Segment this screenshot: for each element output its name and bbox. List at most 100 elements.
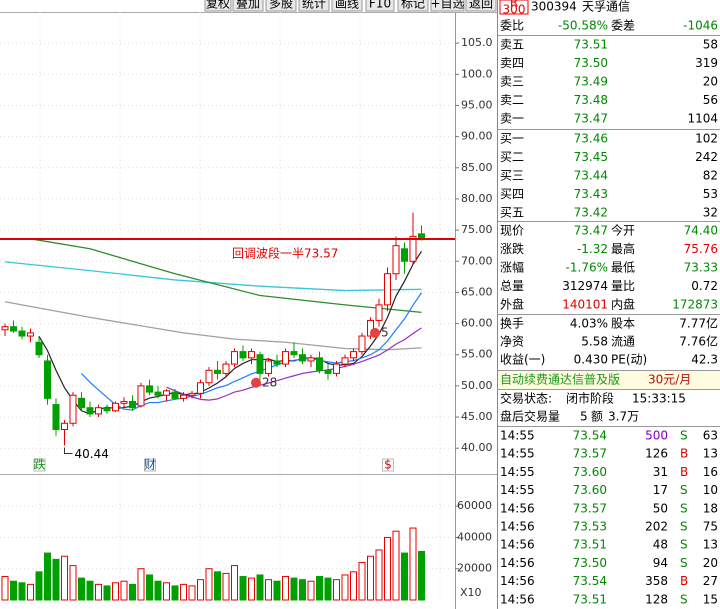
promo-price[interactable]: 30元/月 (648, 373, 691, 387)
candle-body (95, 407, 102, 415)
volume-bar (358, 561, 366, 601)
candle-body (316, 357, 323, 371)
moving-average (4, 301, 422, 351)
level-label: 回调波段一半73.57 (232, 246, 338, 261)
toolbar-label[interactable]: 返回 (469, 0, 493, 11)
tick-count: 10 (703, 483, 718, 497)
book-price: 73.49 (574, 75, 608, 89)
tick-side: S (680, 538, 688, 552)
y-tick-label: 95.00 (461, 98, 493, 111)
volume-bar (239, 576, 247, 601)
tick-volume: 358 (645, 574, 668, 588)
volume-bar (256, 574, 264, 601)
field-label: 涨幅 (500, 260, 524, 275)
book-volume: 53 (703, 187, 718, 201)
candle-body (86, 407, 94, 415)
tick-side: S (680, 520, 688, 534)
toolbar-button[interactable] (204, 0, 232, 12)
y-tick-label: 70.00 (461, 254, 493, 267)
y-tick-label: 45.00 (461, 410, 493, 423)
tick-price: 73.60 (573, 465, 607, 479)
volume-bar (375, 549, 383, 601)
tick-count: 16 (703, 465, 718, 479)
toolbar-label[interactable]: 复权 (206, 0, 230, 11)
volume-bar (333, 579, 340, 601)
field-value: -1046 (683, 19, 718, 33)
badge (370, 327, 380, 338)
tick-volume: 500 (645, 429, 668, 443)
toolbar-button[interactable] (465, 0, 497, 12)
candle-body (282, 351, 289, 365)
volume-bar (163, 582, 170, 601)
toolbar-button[interactable] (397, 0, 429, 12)
toolbar-button[interactable] (430, 0, 465, 12)
vol-tick-label: 20000 (457, 562, 492, 575)
tick-price: 73.57 (573, 447, 607, 461)
toolbar-label[interactable]: 标记 (401, 0, 425, 11)
toolbar-button[interactable] (298, 0, 330, 12)
tick-price: 73.60 (573, 483, 607, 497)
toolbar-button[interactable] (232, 0, 264, 12)
book-price: 73.51 (574, 38, 608, 52)
candle-body (35, 341, 43, 356)
tick-count: 27 (703, 574, 718, 588)
promo-text[interactable]: 自动续费通达信普及版 (500, 373, 620, 387)
volume-bar (409, 527, 417, 601)
field-value: -1.76% (566, 261, 608, 275)
badge-bottom: 300 (503, 3, 526, 17)
toolbar-label[interactable]: 多股 (269, 0, 293, 11)
tick-count: 13 (703, 538, 718, 552)
volume-bar (273, 580, 281, 601)
candle-body (44, 360, 51, 399)
volume-bar (86, 580, 94, 601)
field-label: 现价 (500, 224, 524, 238)
candle-body (52, 404, 60, 430)
field-value: -1.32 (577, 242, 608, 256)
event-box (144, 458, 156, 472)
vol-tick-label: 40000 (457, 530, 492, 543)
field-label: 净资 (500, 335, 524, 349)
book-volume: 242 (695, 150, 718, 164)
y-tick-label: 65.00 (461, 285, 493, 298)
volume-bar (35, 571, 43, 601)
toolbar-label[interactable]: F10 (369, 0, 391, 11)
book-price: 73.48 (574, 93, 608, 107)
field-value: -50.58% (558, 19, 608, 33)
toolbar-label[interactable]: 画线 (335, 0, 359, 11)
tick-time: 14:55 (500, 483, 535, 497)
book-label: 买五 (500, 206, 524, 220)
tick-price: 73.51 (573, 538, 607, 552)
after-volume: 5 (580, 410, 588, 424)
tick-count: 75 (703, 520, 718, 534)
tick-count: 20 (703, 556, 718, 570)
toolbar-button[interactable] (365, 0, 395, 12)
field-label: 外盘 (500, 297, 524, 312)
volume-bar (290, 577, 298, 601)
toolbar-label[interactable]: +自选 (430, 0, 464, 11)
field-value: 0.430 (574, 353, 608, 367)
book-label: 买二 (500, 150, 524, 164)
book-label: 卖一 (500, 112, 524, 126)
tick-time: 14:55 (500, 447, 535, 461)
candle-body (69, 394, 77, 424)
candle-body (256, 354, 264, 374)
book-price: 73.46 (574, 132, 608, 146)
field-label: 今开 (611, 223, 635, 238)
ma-line (81, 292, 422, 411)
tick-volume: 126 (645, 447, 668, 461)
candle-body (214, 369, 221, 374)
book-price: 73.45 (574, 150, 608, 164)
volume-bar (316, 576, 323, 601)
toolbar-button[interactable] (265, 0, 297, 12)
volume-bar (95, 583, 102, 601)
volume-bar (1, 576, 9, 601)
book-label: 卖四 (500, 56, 524, 70)
toolbar-button[interactable] (331, 0, 363, 12)
book-label: 卖三 (500, 75, 524, 89)
toolbar-label[interactable]: 统计 (302, 0, 326, 11)
candle-body (103, 407, 111, 412)
after-label: 盘后交易量 (500, 409, 560, 424)
toolbar-label[interactable]: 叠加 (236, 0, 260, 11)
